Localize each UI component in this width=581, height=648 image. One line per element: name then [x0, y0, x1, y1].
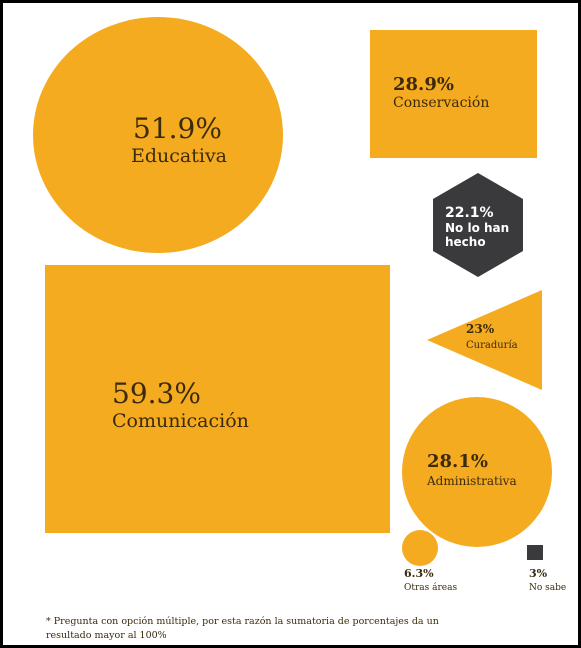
circle-administrativa	[402, 397, 552, 547]
footnote: resultado mayor al 100%	[46, 630, 167, 641]
label: Curaduría	[466, 340, 518, 351]
triangle-curaduria	[427, 290, 542, 390]
value: 22.1%	[445, 205, 494, 221]
label: No sabe	[529, 583, 566, 593]
value: 28.1%	[427, 451, 488, 472]
value: 51.9%	[133, 112, 222, 145]
label: No lo han	[445, 221, 509, 235]
square-comunicacion	[45, 265, 390, 533]
value: 23%	[466, 322, 495, 336]
circle-otras-areas	[402, 530, 438, 566]
circle-educativa	[33, 17, 283, 253]
label: Administrativa	[426, 474, 517, 488]
hexagon-no-lo-han-hecho	[433, 173, 523, 277]
value: 28.9%	[393, 74, 454, 95]
footnote: * Pregunta con opción múltiple, por esta…	[46, 616, 439, 627]
label: Educativa	[131, 145, 227, 167]
value: 6.3%	[404, 567, 434, 580]
label: Comunicación	[112, 410, 249, 432]
square-conservacion	[370, 30, 537, 158]
label: Otras áreas	[404, 582, 458, 593]
square-no-sabe	[527, 545, 543, 560]
value: 59.3%	[112, 377, 201, 410]
label: Conservación	[393, 95, 489, 111]
value: 3%	[529, 567, 548, 580]
label: hecho	[445, 235, 486, 249]
